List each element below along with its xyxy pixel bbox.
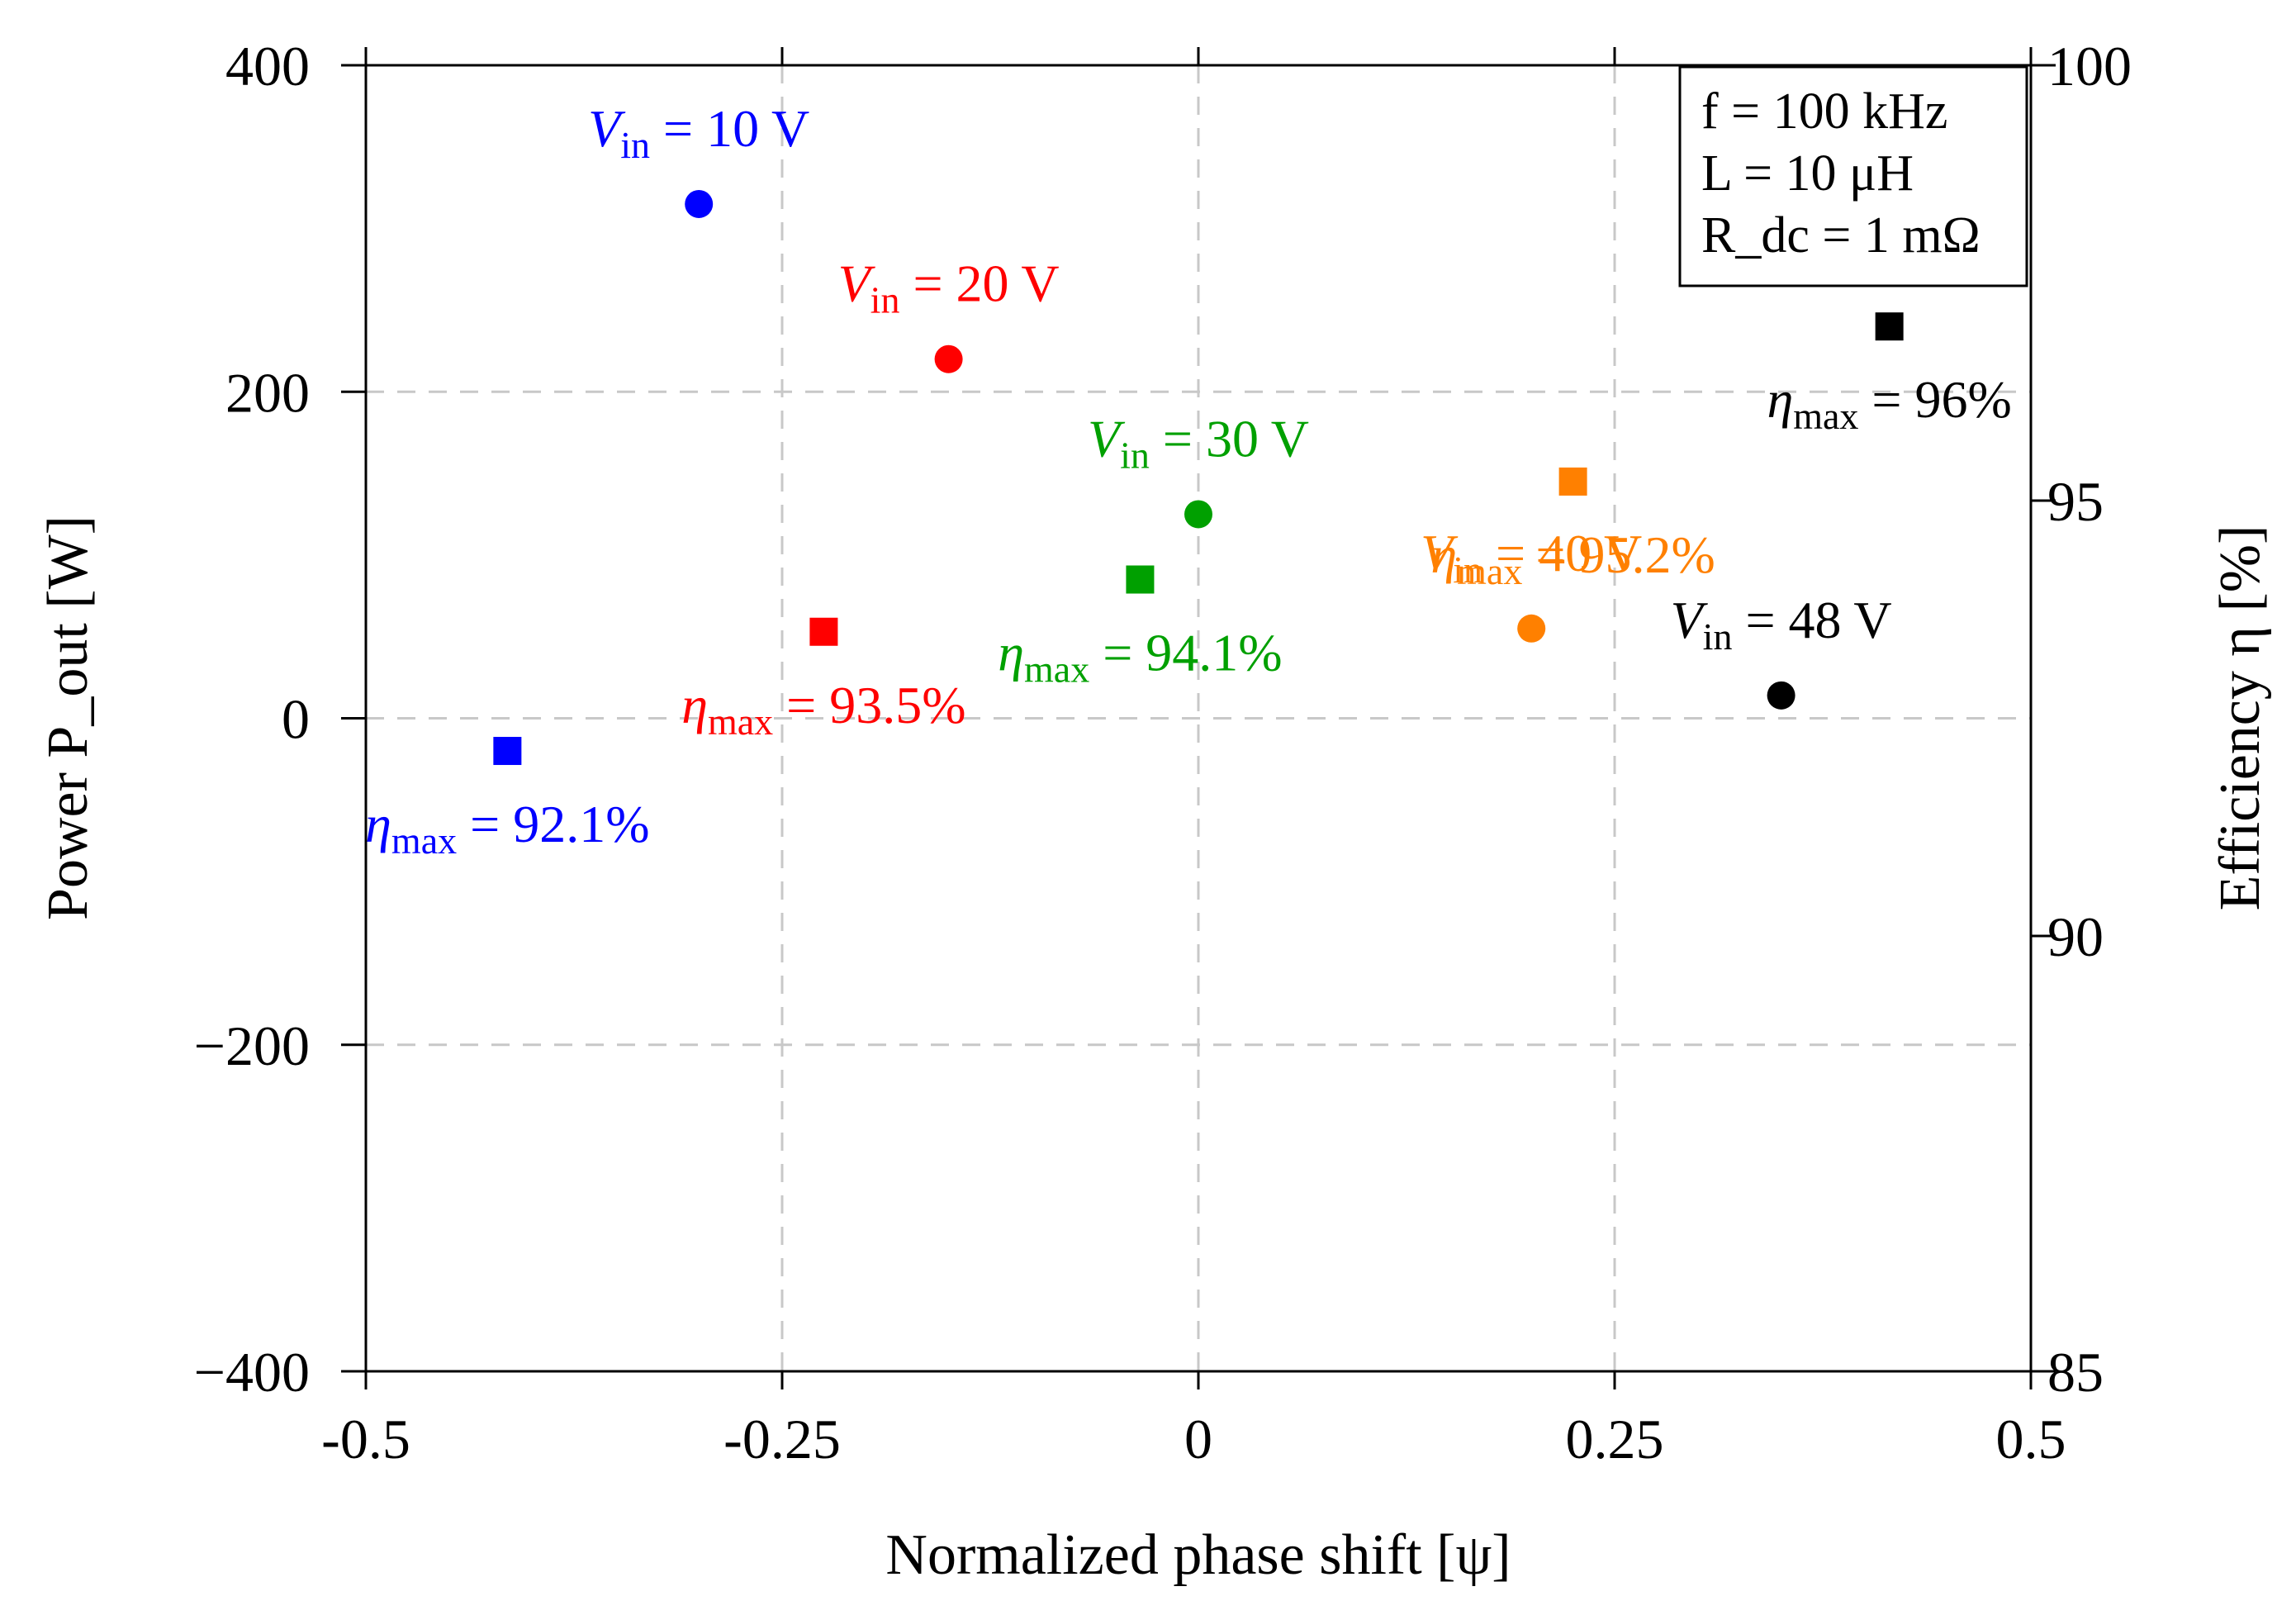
power-point-3 xyxy=(1184,500,1212,529)
y-right-tick-label: 95 xyxy=(2047,470,2104,533)
efficiency-point-5 xyxy=(1875,312,1904,341)
param-resistance: R_dc = 1 mΩ xyxy=(1701,207,1981,264)
efficiency-point-1 xyxy=(493,737,522,766)
point-annotations: Vin = 10 V ηmax = 92.1% Vin = 20 V ηmax = 9… xyxy=(365,99,2012,862)
y-left-tick-label: −200 xyxy=(194,1014,310,1077)
power-label-3: Vin = 30 V xyxy=(1088,409,1309,476)
x-tick-label: 0.25 xyxy=(1566,1408,1664,1470)
x-axis-title: Normalized phase shift [ψ] xyxy=(885,1523,1511,1587)
data-points xyxy=(493,189,1904,766)
y-right-tick-labels: 100 95 90 85 xyxy=(2047,35,2132,1404)
y-left-tick-label: −400 xyxy=(194,1341,310,1404)
x-tick-label: -0.5 xyxy=(321,1408,410,1470)
y-left-axis-title: Power P_out [W] xyxy=(36,515,100,920)
efficiency-point-3 xyxy=(1126,565,1155,594)
efficiency-label-3: ηmax = 94.1% xyxy=(998,624,1282,691)
efficiency-label-2: ηmax = 93.5% xyxy=(681,676,965,743)
power-label-2: Vin = 20 V xyxy=(838,254,1060,321)
power-point-4 xyxy=(1517,614,1546,643)
power-point-1 xyxy=(685,189,714,218)
y-left-tick-label: 400 xyxy=(225,35,310,97)
efficiency-point-4 xyxy=(1558,467,1587,496)
x-tick-label: -0.25 xyxy=(723,1408,841,1470)
power-label-1: Vin = 10 V xyxy=(588,99,809,166)
power-point-5 xyxy=(1767,681,1796,710)
x-tick-labels: -0.5 -0.25 0 0.25 0.5 xyxy=(321,1408,2066,1470)
parameter-legend-box: f = 100 kHz L = 10 μH R_dc = 1 mΩ xyxy=(1678,65,2028,287)
axis-ticks xyxy=(341,47,2056,1389)
grid xyxy=(366,65,2031,1371)
y-left-tick-label: 0 xyxy=(282,688,310,751)
param-frequency: f = 100 kHz xyxy=(1701,83,1947,140)
y-right-tick-label: 90 xyxy=(2047,905,2104,968)
x-tick-label: 0 xyxy=(1184,1408,1212,1470)
y-right-axis-title: Efficiency η [%] xyxy=(2208,525,2272,911)
efficiency-point-2 xyxy=(809,617,838,646)
power-label-5: Vin = 48 V xyxy=(1671,591,1892,658)
y-right-tick-label: 85 xyxy=(2047,1341,2104,1404)
x-tick-label: 0.5 xyxy=(1996,1408,2066,1470)
power-point-2 xyxy=(934,344,963,373)
param-inductance: L = 10 μH xyxy=(1701,145,1914,202)
power-label-4: Vin = 40 V xyxy=(1421,524,1642,591)
plot-frame xyxy=(364,64,2033,1373)
y-left-tick-label: 200 xyxy=(225,361,310,424)
y-right-tick-label: 100 xyxy=(2047,35,2132,97)
efficiency-label-4: ηmax = 95.2% xyxy=(1430,525,1715,592)
y-left-tick-labels: 400 200 0 −200 −400 xyxy=(194,35,310,1404)
efficiency-label-1: ηmax = 92.1% xyxy=(365,795,649,862)
efficiency-label-5: ηmax = 96% xyxy=(1767,370,2011,437)
